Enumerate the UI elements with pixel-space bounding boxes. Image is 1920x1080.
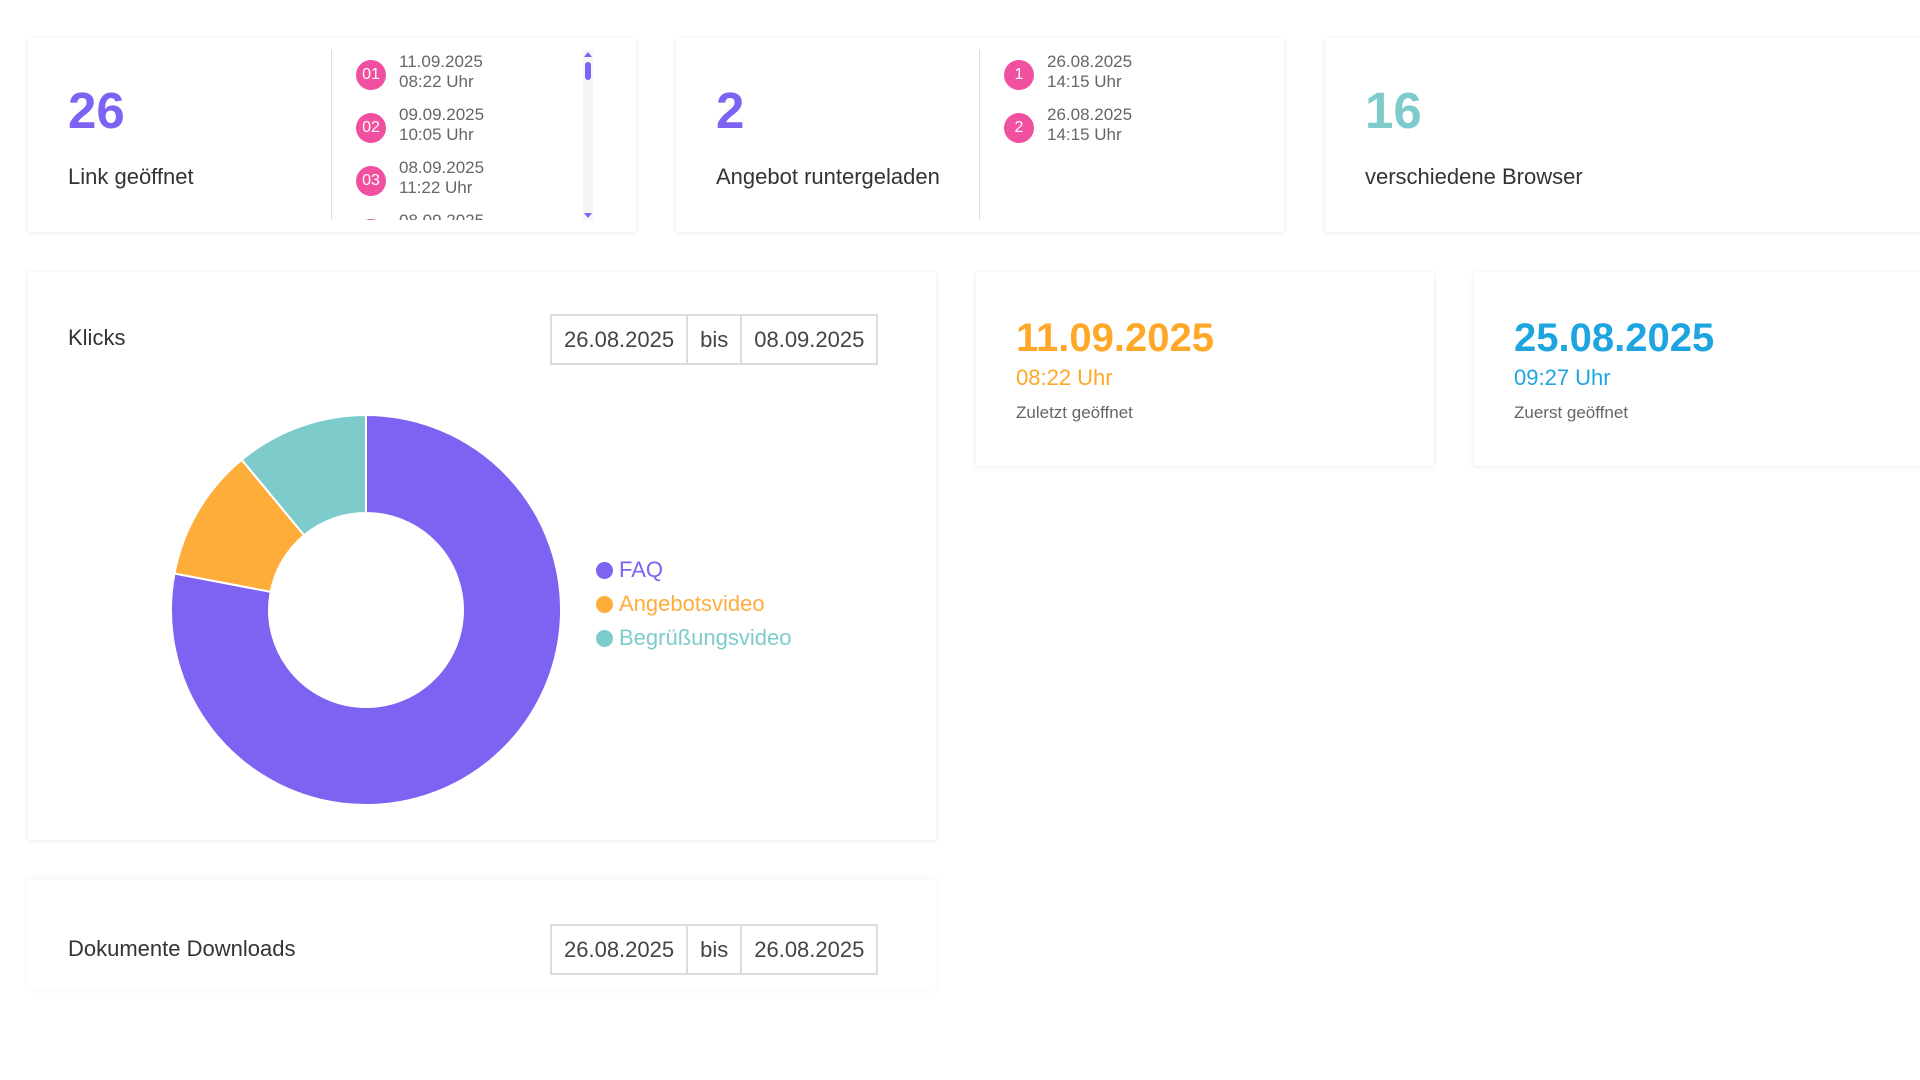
list-item: 03 08.09.2025 11:22 Uhr [356, 156, 576, 209]
event-number-badge: 03 [356, 166, 386, 196]
event-number-badge: 1 [1004, 60, 1034, 90]
stat-card-offer-downloaded: 2 Angebot runtergeladen 1 26.08.2025 14:… [676, 38, 1284, 232]
browser-label: verschiedene Browser [1365, 164, 1583, 189]
clicks-date-to-input[interactable]: 08.09.2025 [754, 326, 865, 352]
event-number-badge: 01 [356, 60, 386, 90]
offer-downloaded-count: 2 [716, 82, 745, 139]
legend-dot-icon [596, 629, 613, 647]
divider [979, 50, 980, 220]
date-range-separator: bis [686, 926, 743, 973]
event-date: 08.09.2025 [399, 211, 484, 220]
last-opened-date: 11.09.2025 [1016, 316, 1214, 360]
event-time: 08:22 Uhr [399, 72, 474, 91]
event-time: 11:22 Uhr [399, 178, 473, 197]
clicks-title: Klicks [68, 325, 126, 350]
legend-dot-icon [596, 561, 613, 579]
legend-label: Angebotsvideo [619, 591, 765, 616]
event-time: 10:05 Uhr [399, 125, 474, 144]
event-time: 14:15 Uhr [1047, 72, 1122, 91]
stat-card-link-opened: 26 Link geöffnet 01 11.09.2025 08:22 Uhr… [28, 38, 636, 232]
list-item: 01 11.09.2025 08:22 Uhr [356, 50, 576, 103]
downloads-date-to-input[interactable]: 26.08.2025 [754, 936, 865, 962]
clicks-card: Klicks 26.08.2025 bis 08.09.2025 FAQ Ange… [28, 272, 936, 840]
event-date: 09.09.2025 [399, 105, 485, 124]
legend-dot-icon [596, 595, 613, 613]
document-downloads-title: Dokumente Downloads [68, 936, 296, 961]
list-item: 2 26.08.2025 14:15 Uhr [1004, 103, 1224, 156]
event-number-badge: 2 [1004, 113, 1034, 143]
link-opened-label: Link geöffnet [68, 164, 194, 189]
document-downloads-card: Dokumente Downloads 26.08.2025 bis 26.08… [28, 880, 936, 990]
first-opened-card: 25.08.2025 09:27 Uhr Zuerst geöffnet [1474, 272, 1920, 466]
first-opened-time: 09:27 Uhr [1514, 365, 1611, 390]
clicks-donut-chart[interactable] [156, 400, 576, 820]
date-range-separator: bis [686, 316, 743, 363]
first-opened-label: Zuerst geöffnet [1514, 403, 1629, 422]
event-number-badge: 04 [356, 219, 386, 220]
first-opened-date: 25.08.2025 [1514, 316, 1715, 360]
legend-label: FAQ [619, 557, 664, 582]
event-number-badge: 02 [356, 113, 386, 143]
event-list-scrollbar[interactable] [583, 50, 593, 220]
browser-count: 16 [1365, 82, 1422, 139]
scrollbar-thumb[interactable] [585, 62, 591, 80]
event-date: 11.09.2025 [399, 52, 483, 71]
donut-slice-begr-ungsvideo[interactable] [240, 413, 367, 537]
last-opened-card: 11.09.2025 08:22 Uhr Zuletzt geöffnet [976, 272, 1434, 466]
clicks-date-from-input[interactable]: 26.08.2025 [564, 326, 675, 352]
scroll-down-arrow-icon[interactable] [584, 213, 592, 218]
downloads-date-range[interactable]: 26.08.2025 bis 26.08.2025 [550, 924, 879, 975]
list-item: 02 09.09.2025 10:05 Uhr [356, 103, 576, 156]
clicks-date-range[interactable]: 26.08.2025 bis 08.09.2025 [550, 314, 879, 365]
link-opened-event-list[interactable]: 01 11.09.2025 08:22 Uhr 02 09.09.2025 10… [356, 50, 576, 220]
stat-card-browsers: 16 verschiedene Browser [1325, 38, 1920, 232]
legend-item[interactable]: Angebotsvideo [596, 587, 791, 621]
link-opened-count: 26 [68, 82, 125, 139]
legend-label: Begrüßungsvideo [619, 625, 792, 650]
event-time: 14:15 Uhr [1047, 125, 1122, 144]
legend-item[interactable]: FAQ [596, 553, 791, 587]
offer-downloaded-event-list[interactable]: 1 26.08.2025 14:15 Uhr 2 26.08.2025 14:1… [1004, 50, 1224, 220]
last-opened-label: Zuletzt geöffnet [1016, 403, 1133, 422]
offer-downloaded-label: Angebot runtergeladen [716, 164, 940, 189]
list-item: 1 26.08.2025 14:15 Uhr [1004, 50, 1224, 103]
downloads-date-from-input[interactable]: 26.08.2025 [564, 936, 675, 962]
chart-legend[interactable]: FAQ Angebotsvideo Begrüßungsvideo [596, 553, 791, 655]
event-date: 08.09.2025 [399, 158, 485, 177]
donut-slice-faq[interactable] [170, 413, 562, 806]
list-item: 04 08.09.2025 [356, 209, 576, 220]
last-opened-time: 08:22 Uhr [1016, 365, 1113, 390]
event-date: 26.08.2025 [1047, 52, 1133, 71]
legend-item[interactable]: Begrüßungsvideo [596, 621, 791, 655]
event-date: 26.08.2025 [1047, 105, 1133, 124]
divider [331, 50, 332, 220]
scroll-up-arrow-icon[interactable] [584, 52, 592, 57]
